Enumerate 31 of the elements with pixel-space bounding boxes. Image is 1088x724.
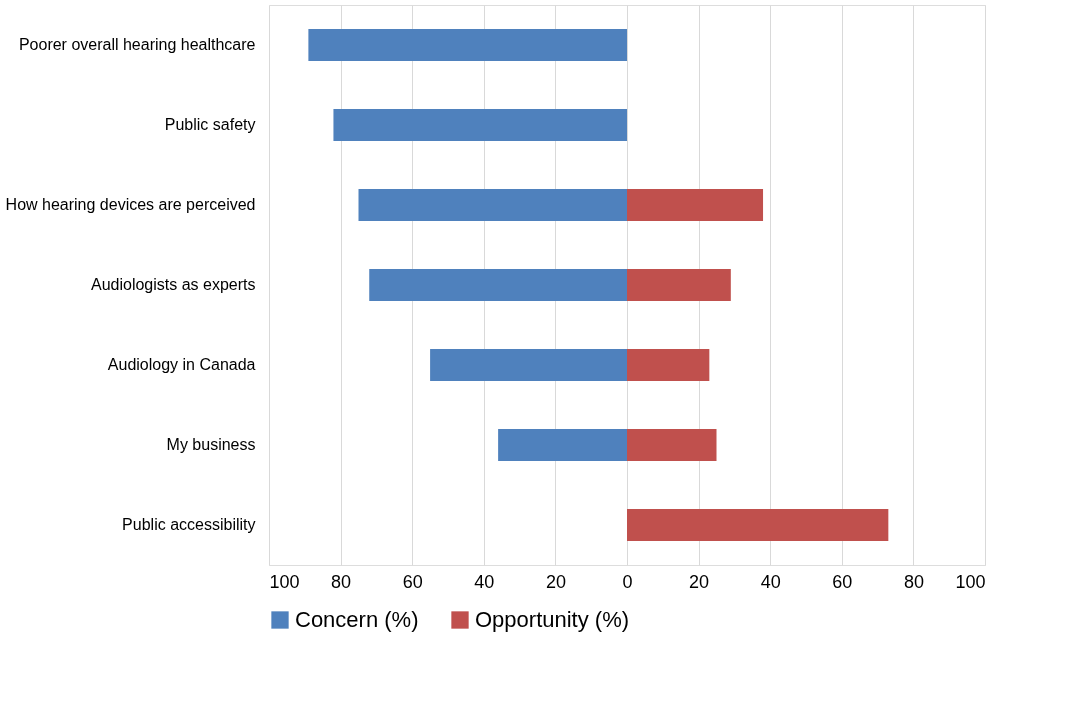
x-tick-label: 100 — [269, 571, 300, 592]
y-tick-label: Audiologists as experts — [90, 276, 256, 293]
bar — [627, 269, 731, 301]
y-tick-label: My business — [166, 436, 256, 453]
bar — [498, 429, 627, 461]
bar — [627, 429, 717, 461]
x-tick-label: 0 — [622, 571, 633, 592]
bar — [627, 349, 710, 381]
bar — [333, 109, 627, 141]
x-tick-label: 80 — [903, 571, 924, 592]
bar — [627, 509, 889, 541]
bar — [430, 349, 627, 381]
x-tick-label: 80 — [331, 571, 352, 592]
x-tick-label: 20 — [689, 571, 710, 592]
x-tick-label: 40 — [474, 571, 495, 592]
x-tick-label: 40 — [760, 571, 781, 592]
y-tick-label: How hearing devices are perceived — [5, 196, 256, 213]
y-tick-label: Public safety — [164, 116, 256, 133]
legend-label: Opportunity (%) — [475, 607, 630, 632]
bar — [358, 189, 627, 221]
bar — [369, 269, 627, 301]
x-tick-label: 60 — [402, 571, 423, 592]
y-tick-label: Poorer overall hearing healthcare — [18, 36, 256, 53]
bar — [627, 189, 764, 221]
x-tick-label: 60 — [832, 571, 853, 592]
y-tick-label: Audiology in Canada — [107, 356, 256, 373]
bar — [308, 29, 627, 61]
legend-label: Concern (%) — [295, 607, 419, 632]
x-tick-label: 100 — [955, 571, 986, 592]
x-tick-label: 20 — [545, 571, 566, 592]
y-tick-label: Public accessibility — [122, 516, 256, 533]
